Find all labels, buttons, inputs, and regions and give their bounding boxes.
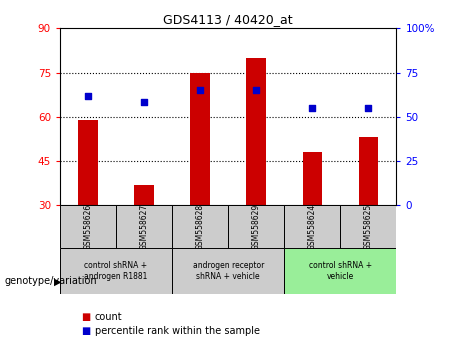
Text: count: count [95,312,122,322]
Bar [78,120,98,205]
Point [196,87,204,93]
Text: control shRNA +
vehicle: control shRNA + vehicle [309,261,372,280]
FancyBboxPatch shape [60,205,116,248]
Point [253,87,260,93]
Text: GSM558628: GSM558628 [195,204,205,250]
FancyBboxPatch shape [340,205,396,248]
FancyBboxPatch shape [116,205,172,248]
Title: GDS4113 / 40420_at: GDS4113 / 40420_at [163,13,293,26]
Point [140,99,148,105]
Text: GSM558629: GSM558629 [252,204,261,250]
Text: GSM558624: GSM558624 [308,204,317,250]
FancyBboxPatch shape [172,248,284,294]
Text: ■: ■ [81,312,90,322]
Text: control shRNA +
androgen R1881: control shRNA + androgen R1881 [84,261,148,280]
Text: GSM558626: GSM558626 [83,204,93,250]
Text: GSM558627: GSM558627 [140,204,148,250]
Point [365,105,372,111]
Bar [134,185,154,205]
Text: percentile rank within the sample: percentile rank within the sample [95,326,260,336]
FancyBboxPatch shape [284,248,396,294]
Text: androgen receptor
shRNA + vehicle: androgen receptor shRNA + vehicle [193,261,264,280]
Bar [302,152,322,205]
FancyBboxPatch shape [60,248,172,294]
FancyBboxPatch shape [172,205,228,248]
Point [84,93,92,99]
Bar [190,73,210,205]
Text: genotype/variation: genotype/variation [5,276,97,286]
Text: ■: ■ [81,326,90,336]
Text: GSM558625: GSM558625 [364,204,373,250]
FancyBboxPatch shape [228,205,284,248]
FancyBboxPatch shape [284,205,340,248]
Bar [247,58,266,205]
Text: ▶: ▶ [54,276,62,286]
Bar [359,137,378,205]
Point [309,105,316,111]
